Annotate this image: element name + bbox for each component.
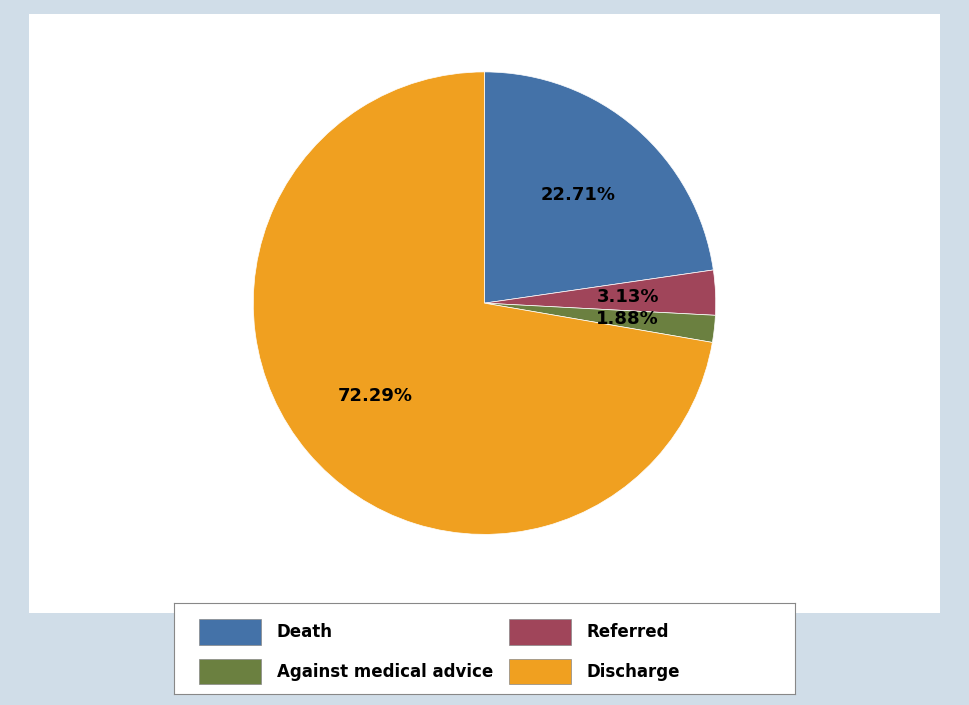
Text: 72.29%: 72.29% [337, 386, 413, 405]
Text: 22.71%: 22.71% [541, 185, 616, 204]
Text: Against medical advice: Against medical advice [277, 663, 493, 680]
Bar [510, 658, 572, 685]
Text: Discharge: Discharge [587, 663, 680, 680]
Wedge shape [484, 303, 715, 343]
Bar [510, 619, 572, 645]
Text: Death: Death [277, 623, 332, 641]
Wedge shape [484, 72, 713, 303]
Text: Referred: Referred [587, 623, 670, 641]
Text: 3.13%: 3.13% [597, 288, 659, 305]
Bar [200, 658, 262, 685]
Wedge shape [484, 270, 716, 315]
Text: 1.88%: 1.88% [596, 310, 658, 328]
Wedge shape [253, 72, 712, 534]
Bar [200, 619, 262, 645]
